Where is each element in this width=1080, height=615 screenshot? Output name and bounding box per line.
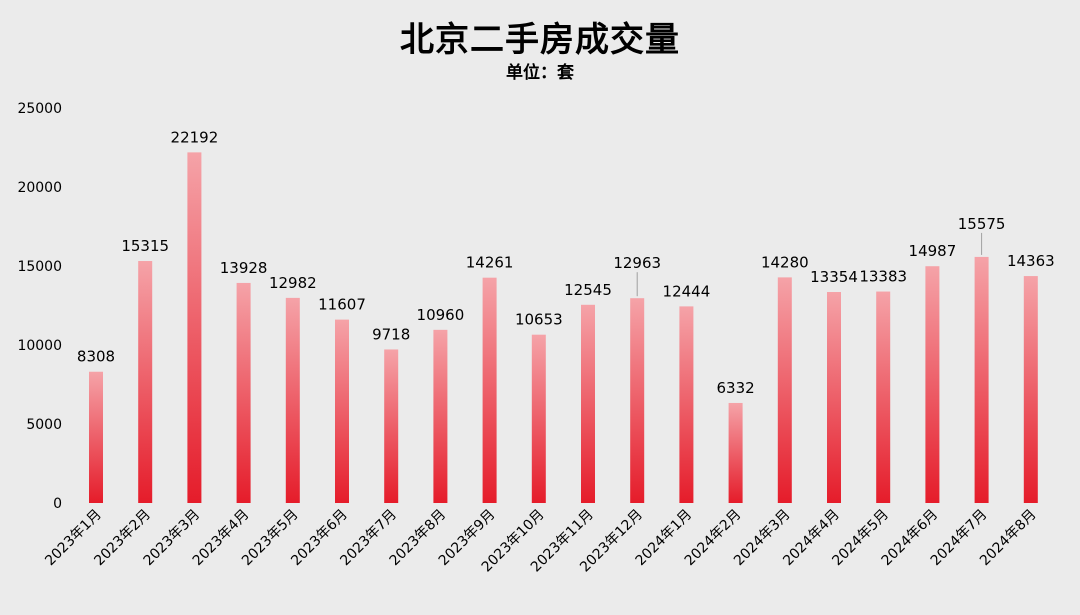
y-tick-label: 25000: [17, 101, 62, 117]
bar: [679, 306, 694, 503]
y-tick-label: 10000: [17, 338, 62, 354]
bar: [138, 261, 153, 503]
y-tick-label: 5000: [26, 417, 62, 433]
bars: [89, 152, 1038, 503]
data-label: 8308: [77, 348, 115, 366]
bar: [925, 266, 940, 503]
data-label: 12982: [269, 274, 317, 292]
bar: [974, 256, 989, 503]
y-tick-label: 20000: [17, 180, 62, 196]
chart-title: 北京二手房成交量: [400, 20, 680, 60]
data-label: 10960: [417, 306, 465, 324]
bar: [827, 292, 841, 503]
bar: [236, 282, 251, 503]
bar: [1023, 276, 1038, 503]
chart-subtitle: 单位：套: [506, 63, 574, 83]
bar: [335, 319, 349, 503]
data-label: 15575: [958, 215, 1006, 233]
x-axis: 2023年1月2023年2月2023年3月2023年4月2023年5月2023年…: [42, 507, 1039, 576]
y-axis: 0 5000 10000 15000 20000 25000: [17, 101, 62, 512]
bar: [285, 297, 300, 503]
data-label: 13383: [859, 268, 907, 286]
data-label: 12545: [564, 281, 612, 299]
data-label: 10653: [515, 311, 563, 329]
bar: [482, 277, 497, 503]
bar: [728, 402, 743, 503]
bar: [531, 334, 546, 503]
bar: [89, 371, 103, 503]
data-label: 12963: [613, 254, 661, 272]
y-tick-label: 0: [53, 496, 62, 512]
data-label: 12444: [663, 282, 711, 300]
bar: [876, 291, 891, 503]
data-label: 14363: [1007, 252, 1055, 270]
data-label: 22192: [171, 128, 219, 146]
data-label: 15315: [121, 237, 169, 255]
bar: [187, 152, 202, 503]
bar: [630, 298, 645, 503]
data-label: 13928: [220, 259, 268, 277]
bar: [581, 304, 595, 503]
data-label: 11607: [318, 296, 366, 314]
data-label: 14987: [909, 242, 957, 260]
data-label: 14261: [466, 254, 514, 272]
bar: [384, 349, 399, 503]
bar: [433, 329, 448, 503]
data-label: 9718: [372, 325, 410, 343]
data-label: 13354: [810, 268, 858, 286]
data-label: 14280: [761, 253, 809, 271]
bar: [777, 277, 792, 503]
y-tick-label: 15000: [17, 259, 62, 275]
data-label: 6332: [717, 379, 755, 397]
